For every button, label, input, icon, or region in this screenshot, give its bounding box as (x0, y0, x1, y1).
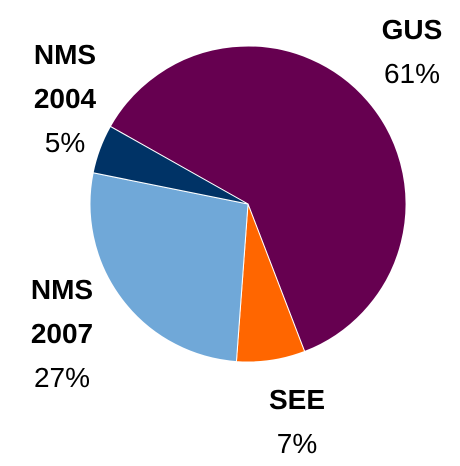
value-label: 5% (44, 127, 86, 158)
slice-label: SEE 7% (242, 378, 352, 466)
category-label: NMS 2004 (33, 39, 97, 114)
value-label: 7% (276, 428, 318, 459)
slice-label: NMS 2007 27% (7, 268, 117, 400)
category-label: GUS (381, 14, 443, 45)
category-label: SEE (268, 384, 326, 415)
pie-slice (89, 172, 249, 363)
pie-slice (92, 125, 249, 205)
value-label: 27% (33, 362, 91, 393)
value-label: 61% (383, 58, 441, 89)
pie-slice (109, 45, 407, 353)
slice-label: NMS 2004 5% (10, 33, 120, 165)
category-label: NMS 2007 (30, 274, 94, 349)
slice-label: GUS 61% (357, 8, 460, 96)
